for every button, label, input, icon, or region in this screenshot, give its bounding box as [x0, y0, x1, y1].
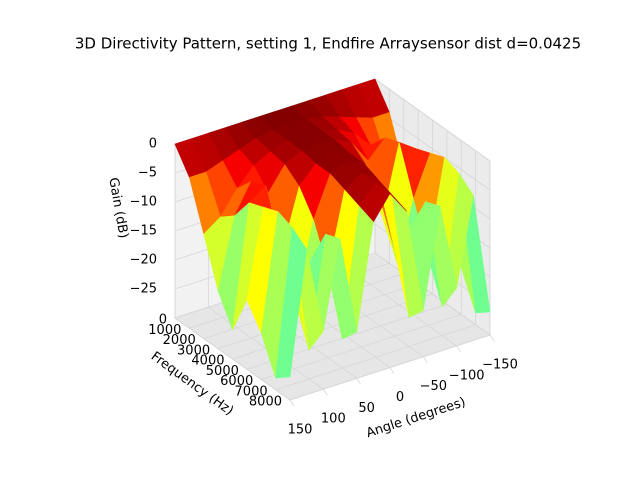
grid-line	[275, 324, 476, 391]
y-tick-label: 0	[159, 313, 167, 328]
x-tick-label: −100	[449, 368, 485, 383]
x-tick-label: −50	[420, 379, 447, 394]
tick-mark	[323, 388, 328, 396]
surface-patch	[275, 226, 308, 379]
tick-mark	[423, 356, 428, 363]
grid-line	[289, 334, 491, 401]
x-tick-label: 150	[288, 423, 313, 438]
tick-mark	[489, 334, 495, 342]
x-tick-label: −150	[482, 358, 518, 373]
tick-mark	[356, 378, 361, 385]
y-tick-label: 7000	[235, 384, 268, 399]
z-tick-label: −10	[130, 195, 157, 210]
y-tick-label: 4000	[191, 354, 224, 369]
y-tick-label: 5000	[206, 364, 239, 379]
y-tick-label: 1000	[148, 323, 181, 338]
y-tick-label: 3000	[177, 343, 210, 358]
z-axis-label: Gain (dB)	[105, 176, 130, 239]
z-tick-label: 0	[149, 137, 157, 152]
z-tick-label: −15	[130, 224, 157, 239]
x-tick-label: 0	[396, 390, 404, 405]
z-tick-label: −20	[130, 253, 157, 268]
y-tick-label: 6000	[220, 374, 253, 389]
z-tick-label: −5	[138, 166, 157, 181]
x-tick-label: 50	[358, 401, 375, 416]
z-tick-label: −25	[130, 282, 157, 297]
chart-title: 3D Directivity Pattern, setting 1, Endfi…	[75, 35, 581, 53]
tick-mark	[289, 399, 295, 407]
y-tick-label: 8000	[249, 395, 282, 410]
x-tick-label: 100	[321, 412, 346, 427]
tick-mark	[389, 367, 395, 374]
tick-mark	[456, 345, 461, 353]
x-axis-label: Angle (degrees)	[364, 395, 467, 441]
y-tick-label: 2000	[163, 333, 196, 348]
grid-line	[261, 314, 462, 380]
